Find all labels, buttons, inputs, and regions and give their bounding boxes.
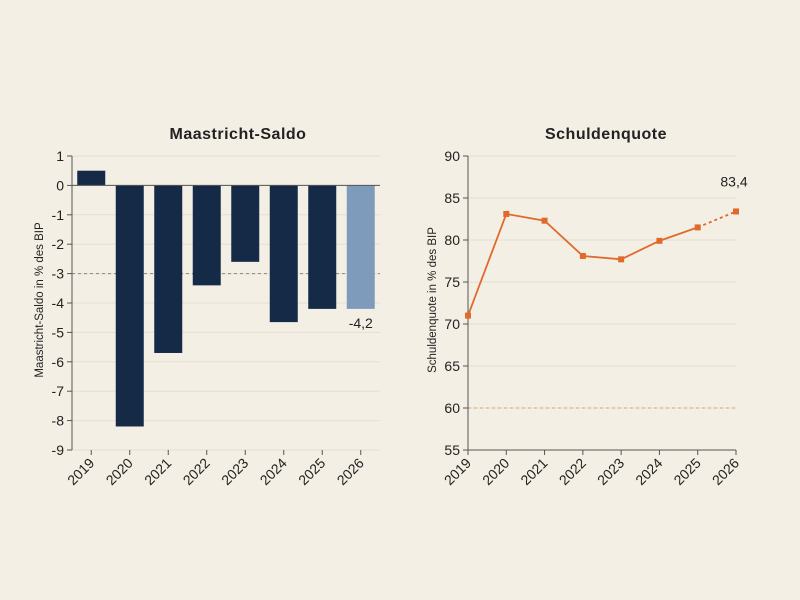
- maastricht-y-tick-label: -2: [52, 236, 65, 252]
- schuldenquote-chart-title: Schuldenquote: [545, 126, 667, 143]
- maastricht-bar-2025: [308, 185, 337, 309]
- schuldenquote-y-tick-label: 60: [444, 400, 460, 416]
- maastricht-annotation: -4,2: [349, 315, 373, 331]
- maastricht-bars: [77, 170, 375, 427]
- maastricht-chart-title: Maastricht-Saldo: [170, 126, 307, 143]
- maastricht-x-tick-label: 2020: [103, 455, 136, 488]
- schuldenquote-line: [467, 212, 699, 316]
- schuldenquote-x-tick-label: 2024: [632, 455, 665, 488]
- maastricht-y-tick-label: -9: [52, 442, 65, 458]
- schuldenquote-x-tick-label: 2025: [670, 455, 703, 488]
- schuldenquote-y-tick-label: 70: [444, 316, 460, 332]
- maastricht-x-tick-label: 2022: [180, 455, 213, 488]
- maastricht-x-tick-label: 2026: [334, 455, 367, 488]
- maastricht-y-tick-label: -8: [52, 413, 65, 429]
- maastricht-bar-2021: [154, 185, 183, 353]
- maastricht-y-tick-label: 1: [56, 148, 64, 164]
- maastricht-bar-2020: [115, 185, 144, 427]
- schuldenquote-annotation: 83,4: [720, 173, 747, 189]
- maastricht-x-tick-label: 2021: [141, 455, 174, 488]
- schuldenquote-y-ticks: 90 85 80 75 70 65 60 55: [444, 148, 468, 458]
- schuldenquote-point-2021: [541, 217, 548, 224]
- schuldenquote-point-2019: [465, 312, 471, 319]
- maastricht-y-tick-label: -7: [52, 383, 65, 399]
- schuldenquote-x-tick-label: 2023: [594, 455, 627, 488]
- schuldenquote-y-tick-label: 55: [444, 442, 460, 458]
- maastricht-chart: Maastricht-Saldo Maastricht-Saldo in % d…: [34, 126, 380, 488]
- maastricht-y-tick-label: -3: [52, 266, 65, 282]
- schuldenquote-point-2025: [694, 224, 701, 231]
- maastricht-x-tick-label: 2025: [295, 455, 328, 488]
- schuldenquote-forecast-line: [697, 210, 737, 229]
- maastricht-bar-2024: [269, 185, 298, 323]
- schuldenquote-y-axis-title: Schuldenquote in % des BIP: [427, 227, 439, 373]
- schuldenquote-y-tick-label: 75: [444, 274, 460, 290]
- schuldenquote-series: [465, 208, 739, 319]
- schuldenquote-y-tick-label: 90: [444, 148, 460, 164]
- schuldenquote-y-tick-label: 80: [444, 232, 460, 248]
- schuldenquote-x-tick-label: 2020: [479, 455, 512, 488]
- maastricht-x-tick-label: 2024: [257, 455, 290, 488]
- maastricht-bar-2023: [231, 185, 260, 262]
- schuldenquote-x-tick-label: 2021: [517, 455, 550, 488]
- maastricht-y-tick-label: -1: [52, 207, 65, 223]
- maastricht-y-axis-title: Maastricht-Saldo in % des BIP: [34, 222, 46, 378]
- maastricht-y-tick-label: -6: [52, 354, 65, 370]
- maastricht-y-tick-label: -5: [52, 324, 65, 340]
- maastricht-bar-2026: [346, 185, 375, 309]
- schuldenquote-point-2026: [733, 208, 739, 215]
- schuldenquote-point-2023: [618, 256, 625, 263]
- maastricht-x-tick-label: 2019: [64, 455, 97, 488]
- schuldenquote-point-2020: [503, 210, 510, 217]
- schuldenquote-point-2024: [656, 237, 663, 244]
- schuldenquote-x-ticks: 2019 2020 2021 2022 2023 2024 2025 2026: [441, 450, 742, 488]
- schuldenquote-x-tick-label: 2022: [556, 455, 589, 488]
- maastricht-bar-2022: [192, 185, 221, 286]
- schuldenquote-point-2022: [579, 252, 586, 259]
- schuldenquote-x-tick-label: 2026: [709, 455, 742, 488]
- schuldenquote-grid: [468, 155, 736, 451]
- maastricht-y-ticks: 1 0 -1 -2 -3 -4 -5 -6 -7 -8 -9: [52, 148, 72, 458]
- schuldenquote-y-tick-label: 65: [444, 358, 460, 374]
- maastricht-bar-2019: [77, 170, 106, 186]
- schuldenquote-x-tick-label: 2019: [441, 455, 474, 488]
- schuldenquote-y-tick-label: 85: [444, 190, 460, 206]
- schuldenquote-chart: Schuldenquote Schuldenquote in % des BIP…: [427, 126, 748, 488]
- maastricht-y-tick-label: -4: [52, 295, 65, 311]
- maastricht-y-tick-label: 0: [56, 177, 64, 193]
- maastricht-x-tick-label: 2023: [218, 455, 251, 488]
- maastricht-x-ticks: 2019 2020 2021 2022 2023 2024 2025 2026: [64, 450, 367, 488]
